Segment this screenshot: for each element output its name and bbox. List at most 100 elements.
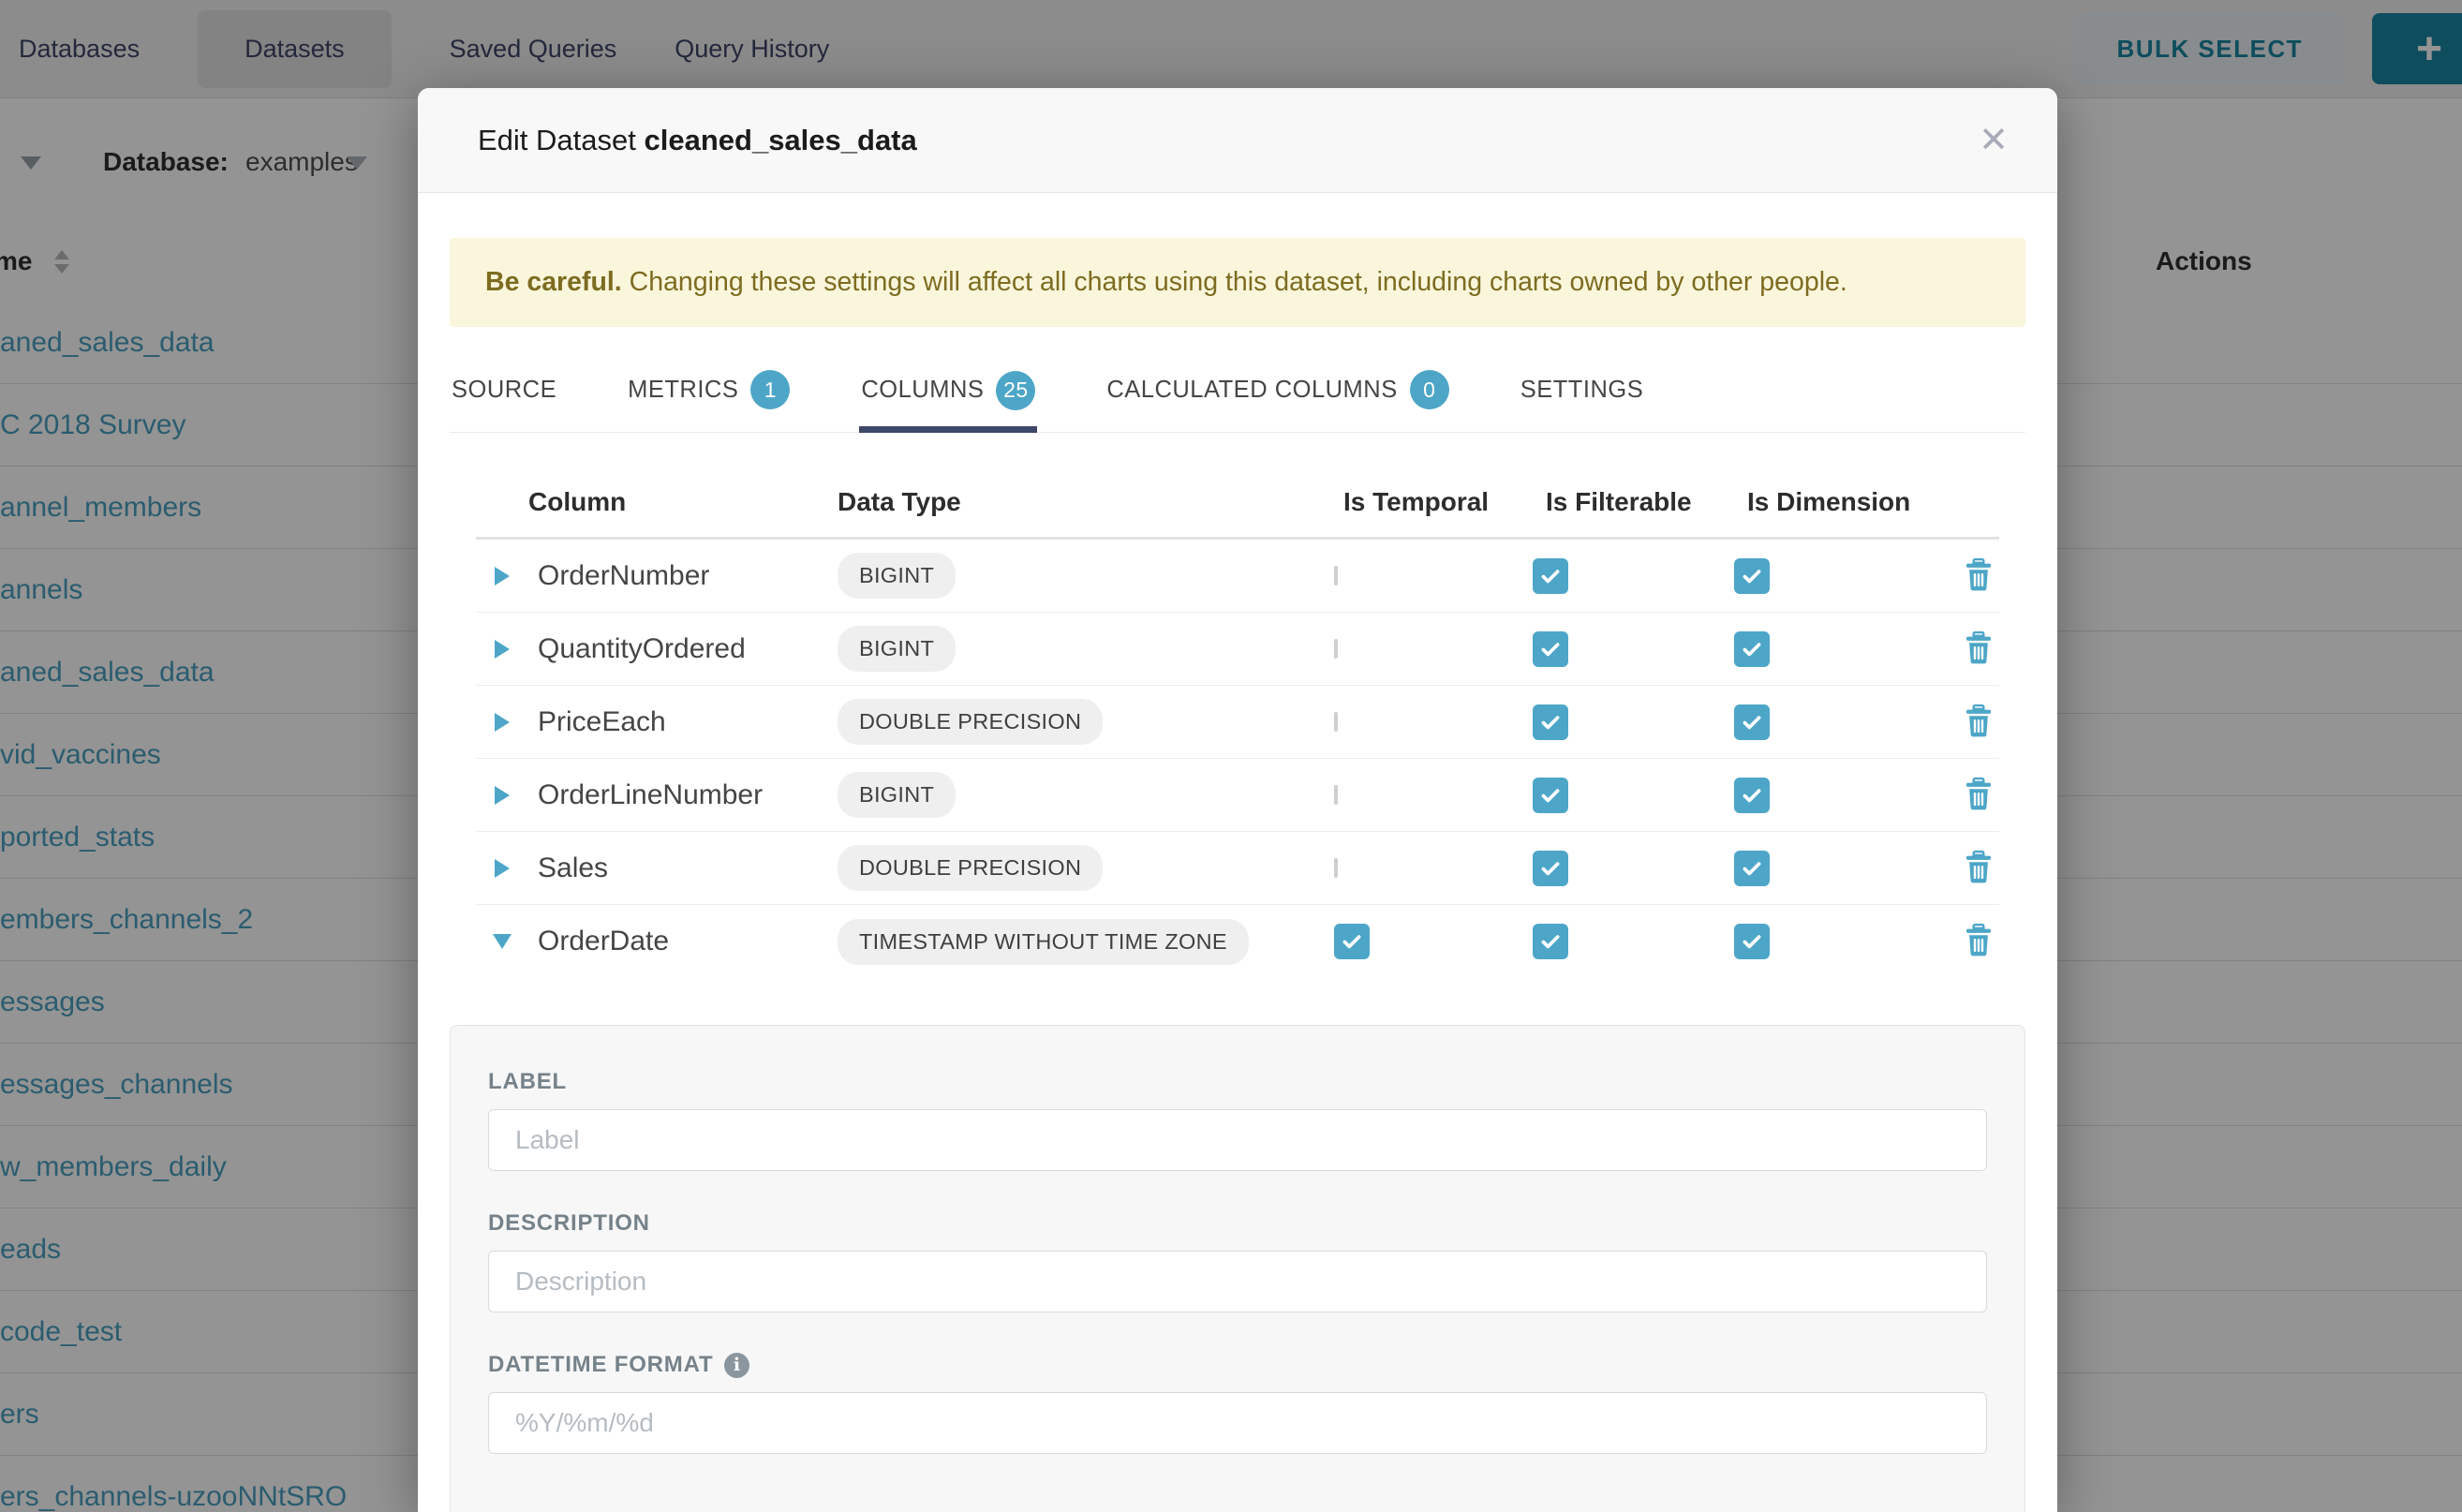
column-name: OrderLineNumber [538,778,764,810]
columns-table: Column Data Type Is Temporal Is Filterab… [476,467,1999,978]
tab-metrics[interactable]: METRICS 1 [626,370,792,432]
is-dimension-header: Is Dimension [1747,486,1911,516]
dataset-link[interactable]: aned_sales_data [0,656,215,688]
column-name: QuantityOrdered [538,632,746,664]
sort-icon[interactable] [54,250,69,274]
label-input[interactable] [488,1109,1987,1171]
bulk-select-button[interactable]: BULK SELECT [2073,13,2346,84]
is-temporal-header: Is Temporal [1343,486,1490,516]
column-name: PriceEach [538,705,666,737]
is-temporal-checkbox[interactable] [1334,857,1338,878]
is-dimension-checkbox[interactable] [1734,850,1770,886]
tab-count-badge: 25 [996,370,1036,410]
is-dimension-checkbox[interactable] [1734,777,1770,813]
modal-title-prefix: Edit Dataset [478,123,636,156]
chevron-down-icon[interactable] [21,156,41,170]
column-row: OrderDate TIMESTAMP WITHOUT TIME ZONE [476,905,1999,978]
expand-caret-icon[interactable] [495,712,510,732]
delete-column-icon[interactable] [1964,704,1994,741]
is-temporal-checkbox[interactable] [1334,638,1338,659]
top-navigation: Databases Datasets Saved Queries Query Hist… [0,0,2462,98]
column-row: Sales DOUBLE PRECISION [476,832,1999,905]
tab-settings[interactable]: SETTINGS [1519,370,1646,432]
column-row: OrderNumber BIGINT [476,540,1999,613]
columns-table-header: Column Data Type Is Temporal Is Filterab… [476,467,1999,540]
expand-caret-icon[interactable] [495,566,510,586]
database-filter-value[interactable]: examples [245,147,358,176]
dataset-link[interactable]: C 2018 Survey [0,408,186,440]
is-dimension-checkbox[interactable] [1734,704,1770,740]
warning-banner: Be careful. Changing these settings will… [450,238,2025,327]
nav-tab-saved-queries[interactable]: Saved Queries [449,34,617,63]
modal-body: Be careful. Changing these settings will… [418,193,2057,1512]
is-filterable-checkbox[interactable] [1533,704,1568,740]
datetime-format-input[interactable] [488,1392,1987,1454]
data-type-pill: TIMESTAMP WITHOUT TIME ZONE [838,918,1249,965]
actions-column-header: Actions [2156,246,2252,275]
nav-actions: BULK SELECT + [2073,13,2462,84]
data-type-pill: DOUBLE PRECISION [838,699,1104,745]
is-temporal-checkbox[interactable] [1334,784,1338,805]
dataset-link[interactable]: w_members_daily [0,1150,227,1182]
column-name: OrderNumber [538,559,710,591]
delete-column-icon[interactable] [1964,630,1994,668]
modal-tabs: SOURCE METRICS 1 COLUMNS 25 CALCULATED COLUMN… [450,370,2025,433]
add-dataset-button[interactable]: + [2372,13,2462,84]
dataset-link[interactable]: annels [0,573,83,605]
is-dimension-checkbox[interactable] [1734,924,1770,959]
is-temporal-checkbox[interactable] [1334,924,1370,959]
modal-title-dataset-name: cleaned_sales_data [644,123,917,156]
dataset-link[interactable]: ers [0,1398,39,1430]
dataset-link[interactable]: ers_channels-uzooNNtSRO [0,1480,348,1512]
column-header: Column [528,486,627,516]
nav-tab-query-history[interactable]: Query History [675,34,830,63]
is-filterable-checkbox[interactable] [1533,777,1568,813]
modal-header: Edit Dataset cleaned_sales_data ✕ [418,88,2057,193]
description-field-group: DESCRIPTION [488,1210,1987,1312]
dataset-link[interactable]: code_test [0,1315,123,1347]
dataset-link[interactable]: annel_members [0,491,202,523]
tab-calculated-columns[interactable]: CALCULATED COLUMNS 0 [1105,370,1450,432]
dataset-link[interactable]: aned_sales_data [0,326,215,358]
dataset-link[interactable]: ported_stats [0,821,156,852]
dataset-link[interactable]: essages_channels [0,1068,233,1100]
is-temporal-checkbox[interactable] [1334,711,1338,732]
dataset-link[interactable]: essages [0,986,105,1017]
tab-columns[interactable]: COLUMNS 25 [859,370,1038,433]
info-icon[interactable]: i [724,1352,750,1378]
data-type-pill: BIGINT [838,626,957,672]
is-filterable-checkbox[interactable] [1533,630,1568,667]
chevron-down-icon[interactable] [347,156,367,170]
delete-column-icon[interactable] [1964,923,1994,960]
tab-label: SETTINGS [1520,376,1644,403]
dataset-link[interactable]: eads [0,1233,62,1265]
is-filterable-checkbox[interactable] [1533,924,1568,959]
name-column-header: me [0,246,33,275]
is-filterable-header: Is Filterable [1546,486,1692,516]
delete-column-icon[interactable] [1964,850,1994,887]
column-detail-panel: LABEL DESCRIPTION DATETIME FORMAT i [450,1025,2025,1512]
table-row: ers_channels-uzooNNtSRO [0,1456,2462,1512]
is-filterable-checkbox[interactable] [1533,850,1568,886]
tab-source[interactable]: SOURCE [450,370,558,432]
nav-tab-datasets[interactable]: Datasets [198,9,392,88]
edit-dataset-modal: Edit Dataset cleaned_sales_data ✕ Be car… [418,88,2057,1512]
close-icon[interactable]: ✕ [1979,120,2009,160]
data-type-pill: BIGINT [838,772,957,818]
is-dimension-checkbox[interactable] [1734,557,1770,594]
nav-tab-databases[interactable]: Databases [19,34,141,63]
delete-column-icon[interactable] [1964,557,1994,595]
is-dimension-checkbox[interactable] [1734,630,1770,667]
is-filterable-checkbox[interactable] [1533,557,1568,594]
expand-caret-icon[interactable] [495,785,510,805]
description-input[interactable] [488,1251,1987,1312]
delete-column-icon[interactable] [1964,777,1994,814]
dataset-link[interactable]: vid_vaccines [0,738,161,770]
is-temporal-checkbox[interactable] [1334,565,1338,586]
datetime-format-label-text: DATETIME FORMAT [488,1352,714,1377]
datasets-list-header: me Actions [0,239,2462,291]
expand-caret-icon[interactable] [495,639,510,659]
expand-caret-icon[interactable] [493,934,512,949]
expand-caret-icon[interactable] [495,858,510,878]
dataset-link[interactable]: embers_channels_2 [0,903,254,935]
